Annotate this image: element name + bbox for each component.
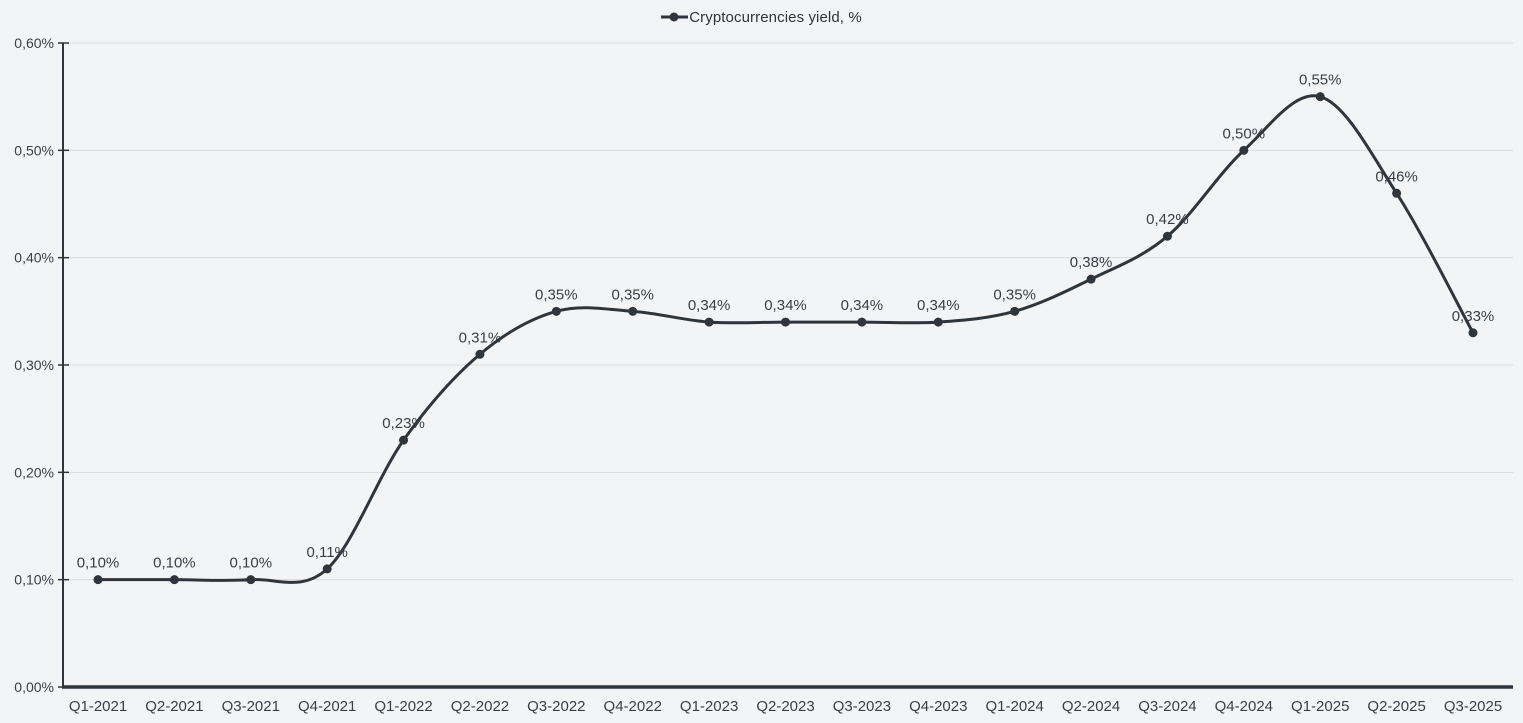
x-tick-label: Q2-2024: [1062, 698, 1120, 715]
data-point: [1239, 145, 1249, 155]
x-tick-label: Q2-2021: [145, 698, 203, 715]
y-tick-label: 0,50%: [14, 142, 54, 158]
legend-line-marker-icon: [661, 12, 689, 22]
data-label: 0,38%: [1070, 254, 1113, 271]
data-point: [475, 349, 485, 359]
data-point: [1162, 231, 1172, 241]
data-point: [399, 435, 409, 445]
data-label: 0,10%: [77, 555, 120, 572]
x-tick-label: Q4-2021: [298, 698, 356, 715]
data-label: 0,10%: [153, 555, 196, 572]
data-label: 0,34%: [841, 297, 884, 314]
data-label: 0,34%: [764, 297, 807, 314]
data-point: [1468, 328, 1478, 338]
y-tick-label: 0,00%: [14, 679, 54, 695]
data-label: 0,42%: [1146, 211, 1189, 228]
data-point: [857, 317, 867, 327]
data-label: 0,50%: [1223, 125, 1266, 142]
data-point: [169, 575, 179, 585]
y-tick-label: 0,20%: [14, 464, 54, 480]
data-point: [781, 317, 790, 327]
x-tick-label: Q2-2023: [756, 698, 814, 715]
data-label: 0,55%: [1299, 72, 1342, 89]
chart-legend: Cryptocurrencies yield, %: [0, 7, 1523, 27]
data-point: [1086, 274, 1096, 284]
data-point: [1315, 92, 1325, 102]
data-label: 0,23%: [382, 415, 425, 432]
y-tick-label: 0,60%: [14, 35, 54, 51]
x-tick-label: Q3-2025: [1444, 698, 1502, 715]
x-tick-label: Q1-2023: [680, 698, 738, 715]
x-tick-label: Q3-2022: [527, 698, 585, 715]
x-tick-label: Q4-2024: [1215, 698, 1273, 715]
x-tick-label: Q2-2022: [451, 698, 509, 715]
data-label: 0,46%: [1375, 168, 1418, 185]
data-label: 0,34%: [917, 297, 960, 314]
data-label: 0,31%: [459, 329, 502, 346]
data-point: [551, 306, 561, 316]
legend-label: Cryptocurrencies yield, %: [689, 8, 862, 26]
y-tick-label: 0,10%: [14, 572, 54, 588]
data-label: 0,34%: [688, 297, 731, 314]
x-tick-label: Q1-2025: [1291, 698, 1349, 715]
data-point: [1392, 188, 1402, 198]
x-tick-label: Q3-2021: [222, 698, 280, 715]
data-label: 0,35%: [993, 286, 1036, 303]
x-tick-label: Q3-2024: [1138, 698, 1196, 715]
data-point: [704, 317, 714, 327]
data-point: [246, 575, 256, 585]
x-tick-label: Q3-2023: [833, 698, 891, 715]
y-tick-label: 0,30%: [14, 357, 54, 373]
data-label: 0,10%: [230, 555, 273, 572]
data-label: 0,35%: [535, 286, 578, 303]
data-label: 0,11%: [306, 544, 347, 561]
x-tick-label: Q1-2022: [374, 698, 432, 715]
data-point: [933, 317, 943, 327]
x-tick-label: Q1-2024: [985, 698, 1043, 715]
x-tick-label: Q1-2021: [69, 698, 127, 715]
data-point: [93, 575, 103, 585]
data-label: 0,35%: [611, 286, 654, 303]
series-line: [96, 94, 1475, 584]
x-tick-label: Q4-2023: [909, 698, 967, 715]
data-label: 0,33%: [1452, 308, 1495, 325]
data-point: [322, 564, 332, 574]
data-point: [628, 306, 638, 316]
data-point: [1010, 306, 1020, 316]
x-tick-label: Q2-2025: [1367, 698, 1425, 715]
y-tick-label: 0,40%: [14, 250, 54, 266]
x-tick-label: Q4-2022: [604, 698, 662, 715]
